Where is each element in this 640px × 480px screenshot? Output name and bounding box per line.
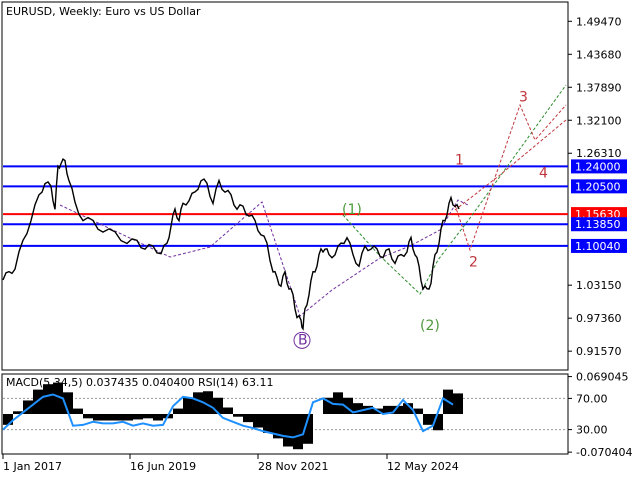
macd-bar <box>433 414 443 431</box>
time-tick-label: 1 Jan 2017 <box>3 460 62 473</box>
indicator-axis: 0.069045 70.00 30.00 -0.070404 <box>3 371 632 459</box>
macd-bar <box>323 397 333 414</box>
macd-bar <box>283 414 293 447</box>
indicator-tick-label: 70.00 <box>576 392 608 405</box>
macd-bar <box>333 392 343 414</box>
wave-projection-lines <box>59 84 567 317</box>
macd-bar <box>293 414 303 450</box>
price-axis: 1.49470 1.43680 1.37890 1.32100 1.26310 1.031… <box>568 15 622 358</box>
price-line <box>2 158 460 331</box>
wave-dash-red <box>454 103 567 252</box>
time-tick-label: 12 May 2024 <box>387 460 459 473</box>
macd-bar <box>213 397 223 414</box>
price-tick-label: 1.49470 <box>576 15 622 28</box>
macd-bar <box>273 414 283 439</box>
macd-bar <box>143 414 153 419</box>
price-tick-label: 0.97360 <box>576 312 622 325</box>
time-tick-label: 28 Nov 2021 <box>258 460 328 473</box>
macd-bar <box>243 414 253 423</box>
wave-labels: 1 3 4 2 (1) (2) B <box>293 89 548 349</box>
indicator-tick-label: 30.00 <box>576 424 608 437</box>
macd-bar <box>113 414 123 421</box>
price-series <box>2 158 460 331</box>
macd-bar <box>203 391 213 414</box>
price-tick-label: 1.26310 <box>576 147 622 160</box>
level-tag <box>571 217 627 232</box>
price-tick-label: 1.43680 <box>576 48 622 61</box>
wave-dash-green <box>342 84 567 295</box>
macd-bar <box>423 414 433 425</box>
macd-bar <box>43 384 53 414</box>
time-tick-label: 16 Jun 2019 <box>130 460 196 473</box>
macd-bar <box>263 414 273 433</box>
price-tick-label: 1.32100 <box>576 114 622 127</box>
level-tag <box>571 159 627 174</box>
macd-bar <box>353 403 363 414</box>
level-tag-label: 1.13850 <box>575 218 621 231</box>
wave-label: B <box>298 332 308 348</box>
macd-bar <box>383 405 393 414</box>
macd-bar <box>63 392 73 414</box>
price-tick-label: 1.37890 <box>576 81 622 94</box>
price-tick-label: 1.03150 <box>576 279 622 292</box>
wave-label: 2 <box>469 255 478 271</box>
indicator-tick-label: -0.070404 <box>576 446 632 459</box>
level-tag-label: 1.10040 <box>575 240 621 253</box>
macd-bar <box>393 405 403 414</box>
level-tag <box>571 238 627 253</box>
level-tag <box>571 179 627 194</box>
indicator-title: MACD(5,34,5) 0.037435 0.040400 RSI(14) 6… <box>6 376 273 389</box>
macd-bar <box>93 414 103 421</box>
wave-label: (1) <box>342 202 362 218</box>
macd-bar <box>253 414 263 428</box>
wave-label-circle <box>293 331 311 349</box>
rsi-line <box>2 393 454 439</box>
level-tag-label: 1.20500 <box>575 180 621 193</box>
price-tick-label: 0.91570 <box>576 345 622 358</box>
wave-label: (2) <box>420 318 440 334</box>
horizontal-levels <box>3 165 568 247</box>
wave-label: 4 <box>539 166 548 182</box>
macd-bar <box>153 414 163 421</box>
macd-bar <box>183 397 193 414</box>
macd-bar <box>3 414 13 425</box>
indicator-series <box>2 382 463 450</box>
wave-label: 1 <box>455 152 464 168</box>
macd-bar <box>223 407 233 414</box>
macd-bar <box>23 400 33 414</box>
indicator-tick-label: 0.069045 <box>576 371 629 384</box>
time-axis: 1 Jan 2017 16 Jun 2019 28 Nov 2021 12 May 2… <box>2 454 459 473</box>
macd-bar <box>193 392 203 414</box>
macd-bar <box>413 408 423 414</box>
macd-bar <box>233 414 243 417</box>
level-tag-label: 1.24000 <box>575 160 621 173</box>
macd-bar <box>453 393 463 414</box>
macd-bar <box>83 414 93 419</box>
macd-bar <box>103 414 113 421</box>
wave-dash-red-2 <box>454 119 567 211</box>
macd-bar <box>73 408 83 414</box>
macd-bar <box>403 403 413 414</box>
wave-label: 3 <box>519 89 528 105</box>
chart-title: EURUSD, Weekly: Euro vs US Dollar <box>6 5 201 18</box>
macd-bar <box>343 397 353 414</box>
macd-bar <box>303 414 313 444</box>
macd-bar <box>133 414 143 420</box>
macd-bar <box>173 408 183 414</box>
macd-bar <box>123 414 133 421</box>
macd-bar <box>13 411 23 414</box>
macd-bar <box>53 382 63 414</box>
